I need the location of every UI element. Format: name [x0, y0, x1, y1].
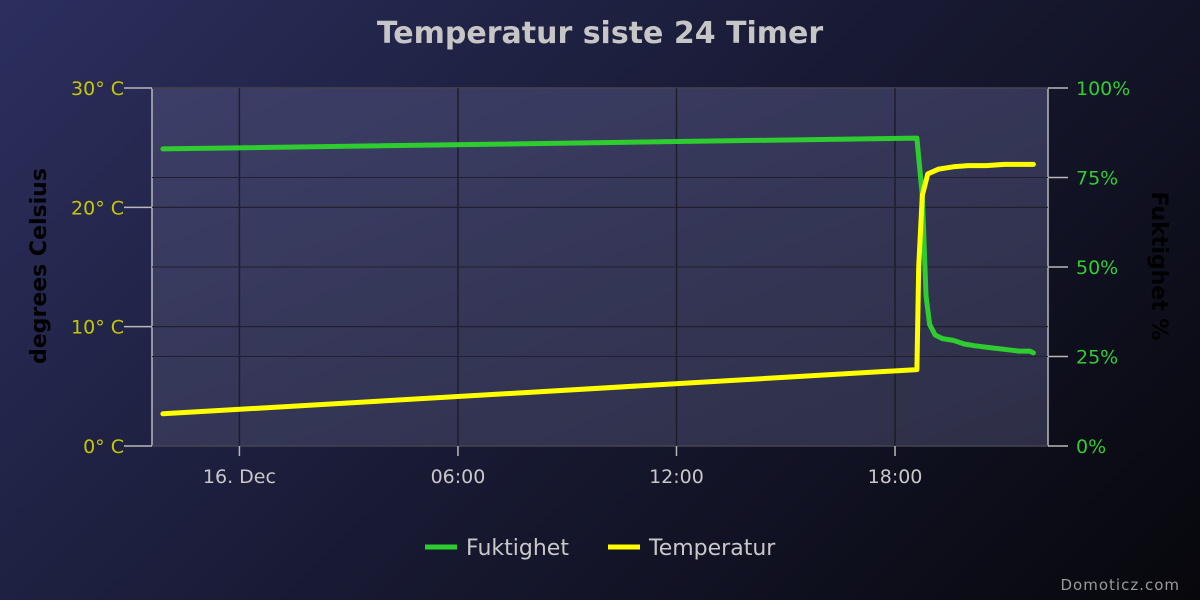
axes: 16. Dec 06:00 12:00 18:00 0° C 10° C 20° C 30° … [71, 78, 1130, 488]
y-right-tick-label: 25% [1076, 347, 1118, 369]
grid [152, 87, 1048, 447]
x-tick-label: 12:00 [649, 466, 704, 488]
x-tick-label: 16. Dec [203, 466, 276, 488]
series-group [160, 135, 1036, 417]
y-right-tick-label: 75% [1076, 168, 1118, 190]
y-right-tick-label: 0% [1076, 436, 1106, 458]
x-tick-label: 06:00 [431, 466, 486, 488]
series-line-temperatur[interactable] [160, 161, 1036, 417]
series-line-fuktighet[interactable] [160, 135, 1036, 356]
y-right-tick-label: 50% [1076, 257, 1118, 279]
chart-title: Temperatur siste 24 Timer [377, 16, 824, 51]
legend-label[interactable]: Temperatur [648, 536, 776, 561]
y-right-tick-label: 100% [1076, 78, 1130, 100]
y-left-tick-label: 30° C [71, 78, 124, 100]
y-left-tick-label: 20° C [71, 197, 124, 219]
x-tick-label: 18:00 [868, 466, 923, 488]
left-axis-title: degrees Celsius [27, 168, 52, 364]
right-axis-title: Fuktighet % [1146, 192, 1171, 341]
y-left-tick-label: 10° C [71, 317, 124, 339]
legend-label[interactable]: Fuktighet [466, 536, 569, 561]
y-left-tick-label: 0° C [83, 436, 124, 458]
legend: Fuktighet Temperatur [425, 536, 776, 561]
credit-text[interactable]: Domoticz.com [1061, 576, 1181, 594]
